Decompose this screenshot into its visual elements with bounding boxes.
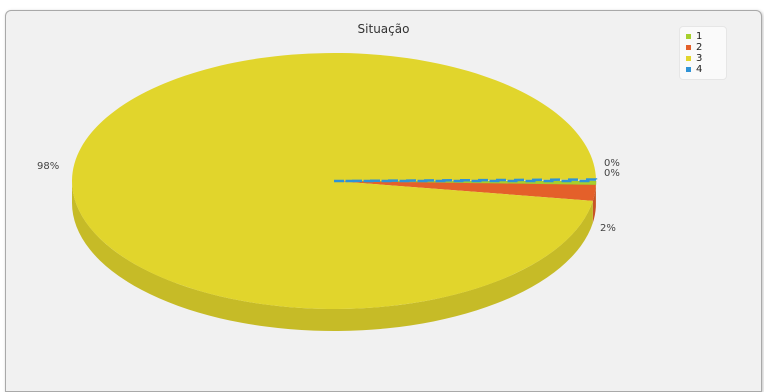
pie-chart: 0%2%98%0%: [6, 11, 761, 391]
legend-item-4[interactable]: 4: [686, 64, 726, 75]
data-label-2: 2%: [600, 223, 616, 234]
legend-label: 3: [696, 53, 702, 64]
legend-swatch: [686, 67, 691, 72]
legend-label: 1: [696, 31, 702, 42]
pie-tops: [72, 53, 596, 309]
legend-label: 4: [696, 64, 702, 75]
data-label-4: 0%: [604, 168, 620, 179]
legend-swatch: [686, 34, 691, 39]
legend-swatch: [686, 45, 691, 50]
legend-item-1[interactable]: 1: [686, 31, 726, 42]
legend-item-2[interactable]: 2: [686, 42, 726, 53]
legend-item-3[interactable]: 3: [686, 53, 726, 64]
legend-label: 2: [696, 42, 702, 53]
legend-swatch: [686, 56, 691, 61]
data-label-3: 98%: [37, 161, 59, 172]
pie-slice-4: [334, 179, 596, 181]
